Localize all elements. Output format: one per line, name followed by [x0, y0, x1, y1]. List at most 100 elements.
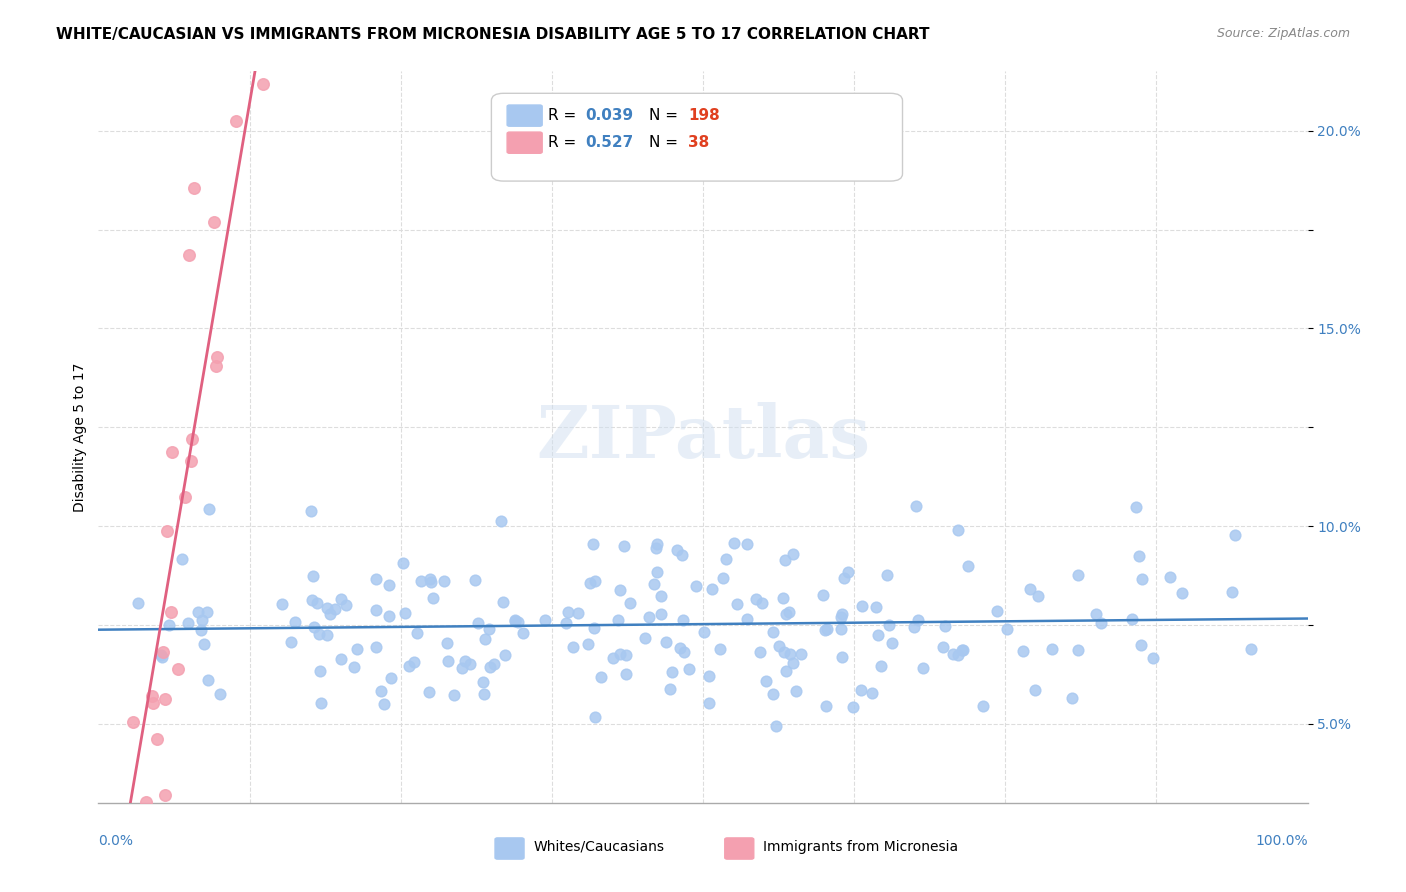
Point	[180, 454, 202, 468]
Point	[115, 835, 138, 849]
Point	[308, 664, 330, 678]
Point	[329, 591, 352, 606]
Point	[183, 180, 205, 194]
Point	[307, 596, 329, 610]
Point	[330, 651, 353, 665]
Point	[903, 620, 925, 634]
Point	[619, 595, 641, 609]
Text: R =: R =	[548, 135, 581, 150]
Point	[865, 599, 887, 614]
Point	[647, 566, 669, 580]
Point	[443, 688, 465, 702]
FancyBboxPatch shape	[508, 105, 543, 127]
Point	[851, 599, 873, 613]
Point	[614, 667, 637, 681]
Point	[1128, 549, 1150, 564]
Point	[142, 696, 165, 710]
Point	[1067, 642, 1090, 657]
Point	[557, 605, 579, 619]
Point	[121, 835, 143, 849]
Point	[942, 648, 965, 662]
Point	[877, 617, 900, 632]
Point	[905, 499, 928, 513]
Point	[202, 215, 225, 229]
Point	[554, 615, 576, 630]
Point	[252, 77, 274, 91]
Point	[772, 645, 794, 659]
Point	[131, 819, 153, 833]
Point	[91, 835, 114, 849]
Text: N =: N =	[648, 108, 682, 123]
Point	[437, 654, 460, 668]
Point	[409, 574, 432, 589]
FancyBboxPatch shape	[508, 132, 543, 153]
Point	[671, 548, 693, 562]
Point	[167, 662, 190, 676]
Text: 0.527: 0.527	[586, 135, 634, 150]
Point	[364, 573, 387, 587]
Point	[131, 835, 153, 849]
Point	[609, 583, 631, 598]
Point	[606, 614, 628, 628]
Point	[1130, 573, 1153, 587]
Point	[492, 595, 515, 609]
Point	[716, 552, 738, 566]
Point	[152, 645, 174, 659]
Point	[506, 615, 529, 630]
Point	[503, 613, 526, 627]
Point	[832, 572, 855, 586]
Point	[406, 626, 429, 640]
Point	[198, 502, 221, 516]
Point	[380, 671, 402, 685]
Text: 38: 38	[689, 135, 710, 150]
Point	[1171, 585, 1194, 599]
Point	[366, 640, 388, 654]
Point	[474, 687, 496, 701]
Point	[831, 649, 853, 664]
Point	[422, 591, 444, 606]
Point	[868, 628, 890, 642]
Point	[579, 575, 602, 590]
Point	[709, 641, 731, 656]
Text: WHITE/CAUCASIAN VS IMMIGRANTS FROM MICRONESIA DISABILITY AGE 5 TO 17 CORRELATION: WHITE/CAUCASIAN VS IMMIGRANTS FROM MICRO…	[56, 27, 929, 42]
Point	[153, 788, 176, 802]
Point	[96, 835, 118, 849]
Point	[1220, 585, 1243, 599]
Point	[225, 114, 247, 128]
Point	[849, 683, 872, 698]
Point	[748, 645, 770, 659]
Point	[1060, 690, 1083, 705]
Point	[436, 636, 458, 650]
Point	[779, 647, 801, 661]
Point	[308, 627, 330, 641]
Point	[195, 605, 218, 619]
Point	[952, 643, 974, 657]
Point	[209, 688, 232, 702]
Point	[284, 615, 307, 630]
FancyBboxPatch shape	[492, 94, 903, 181]
Point	[782, 547, 804, 561]
Point	[830, 622, 852, 636]
Point	[478, 622, 501, 636]
Point	[772, 591, 794, 606]
Point	[309, 696, 332, 710]
Point	[972, 699, 994, 714]
Point	[124, 817, 146, 831]
Point	[613, 539, 636, 553]
Point	[402, 655, 425, 669]
Text: Whites/Caucasians: Whites/Caucasians	[534, 839, 665, 854]
Point	[762, 625, 785, 640]
Point	[398, 659, 420, 673]
Point	[880, 636, 903, 650]
Point	[790, 647, 813, 661]
Point	[190, 623, 212, 637]
Point	[160, 605, 183, 619]
Point	[775, 607, 797, 622]
Point	[323, 602, 346, 616]
Point	[91, 835, 114, 849]
Point	[346, 642, 368, 657]
Point	[135, 795, 157, 809]
Point	[762, 687, 785, 701]
Point	[122, 714, 145, 729]
Point	[127, 597, 149, 611]
